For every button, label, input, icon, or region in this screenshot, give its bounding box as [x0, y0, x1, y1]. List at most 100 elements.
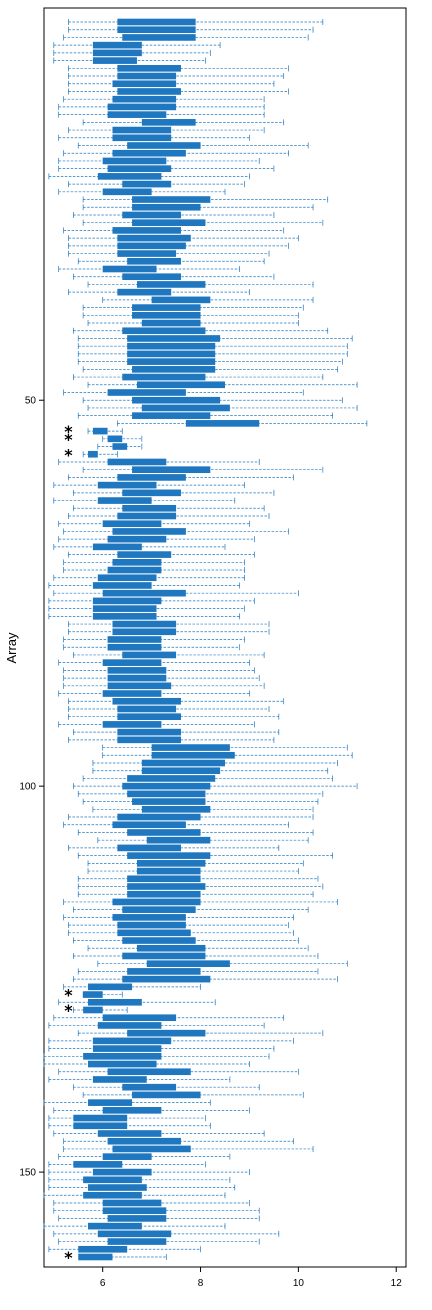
box-iqr	[132, 304, 201, 311]
box-array-50	[82, 396, 343, 404]
box-array-128	[58, 998, 216, 1006]
box-iqr	[112, 149, 186, 157]
box-array-79	[68, 620, 270, 628]
box-iqr	[112, 1145, 191, 1153]
box-array-114	[77, 890, 314, 898]
box-iqr	[97, 1230, 172, 1238]
box-iqr	[117, 88, 181, 95]
box-iqr	[83, 1191, 142, 1199]
box-iqr	[107, 1215, 167, 1222]
box-iqr	[73, 1122, 128, 1130]
box-array-136	[43, 1060, 250, 1068]
box-iqr	[102, 1207, 167, 1215]
box-array-101	[77, 790, 324, 798]
box-array-135	[43, 1052, 270, 1060]
box-array-143	[48, 1114, 206, 1122]
box-iqr	[102, 690, 162, 697]
box-iqr	[112, 898, 201, 906]
box-iqr	[73, 1114, 128, 1122]
box-iqr	[88, 1184, 147, 1191]
box-iqr	[92, 1045, 162, 1052]
outlier-marker: *	[64, 445, 73, 464]
box-array-160	[48, 1245, 201, 1253]
box-iqr	[146, 960, 230, 968]
box-iqr	[122, 34, 196, 41]
box-array-129	[73, 1006, 128, 1014]
box-iqr	[102, 721, 162, 728]
plot-frame	[43, 7, 407, 1268]
box-array-141	[43, 1099, 211, 1106]
box-array-120	[73, 937, 299, 944]
box-iqr	[136, 281, 206, 288]
box-array-8	[68, 72, 285, 80]
box-iqr	[83, 1052, 162, 1060]
box-iqr	[107, 458, 167, 466]
box-array-19	[58, 157, 260, 165]
box-iqr	[112, 95, 177, 103]
box-iqr	[112, 134, 172, 142]
box-array-77	[48, 605, 245, 612]
y-tick-label: 100	[19, 782, 36, 793]
box-iqr	[141, 319, 201, 327]
box-iqr	[122, 975, 211, 983]
box-iqr	[112, 914, 186, 921]
box-array-48	[87, 381, 358, 389]
box-array-82	[63, 643, 241, 651]
box-iqr	[127, 968, 201, 975]
box-iqr	[122, 489, 181, 497]
outlier-marker: *	[64, 422, 73, 441]
box-iqr	[83, 1176, 142, 1184]
box-iqr	[127, 875, 201, 883]
box-array-43	[77, 342, 348, 350]
box-array-29	[68, 234, 299, 242]
box-iqr	[97, 173, 162, 180]
box-iqr	[117, 551, 172, 558]
box-array-11	[63, 95, 265, 103]
box-array-69	[53, 543, 226, 551]
box-iqr	[127, 257, 181, 265]
box-array-31	[68, 250, 270, 257]
box-array-108	[68, 844, 280, 852]
box-iqr	[107, 1238, 167, 1245]
x-tick-label: 8	[198, 1278, 204, 1289]
box-iqr	[185, 420, 260, 427]
box-array-5	[53, 49, 211, 57]
box-iqr	[107, 389, 186, 396]
box-array-76	[48, 597, 255, 605]
box-iqr	[132, 412, 211, 419]
box-iqr	[127, 829, 201, 836]
box-iqr	[92, 57, 137, 64]
box-array-55	[102, 435, 143, 443]
box-iqr	[117, 844, 181, 852]
box-iqr	[92, 605, 157, 612]
box-iqr	[132, 219, 206, 227]
box-array-45	[77, 358, 343, 365]
box-iqr	[132, 396, 221, 404]
box-array-4	[53, 41, 221, 49]
box-iqr	[122, 1083, 177, 1091]
box-array-116	[73, 906, 309, 913]
box-array-37	[102, 296, 314, 304]
box-iqr	[132, 466, 211, 474]
box-iqr	[107, 667, 167, 674]
box-array-53	[117, 420, 368, 427]
box-array-119	[68, 929, 294, 937]
box-array-27	[82, 219, 324, 227]
box-iqr	[127, 350, 216, 358]
box-iqr	[122, 952, 206, 960]
box-array-104	[68, 813, 314, 821]
box-array-115	[63, 898, 338, 906]
box-iqr	[102, 520, 162, 528]
box-iqr	[112, 443, 128, 450]
box-array-3	[63, 34, 309, 41]
box-array-7	[68, 64, 289, 72]
x-tick-label: 12	[391, 1278, 403, 1289]
box-iqr	[112, 620, 177, 628]
box-array-39	[82, 311, 299, 319]
box-array-99	[82, 775, 333, 782]
box-array-107	[97, 836, 309, 844]
box-array-49	[63, 389, 304, 396]
box-iqr	[117, 250, 177, 257]
box-array-111	[87, 867, 299, 875]
